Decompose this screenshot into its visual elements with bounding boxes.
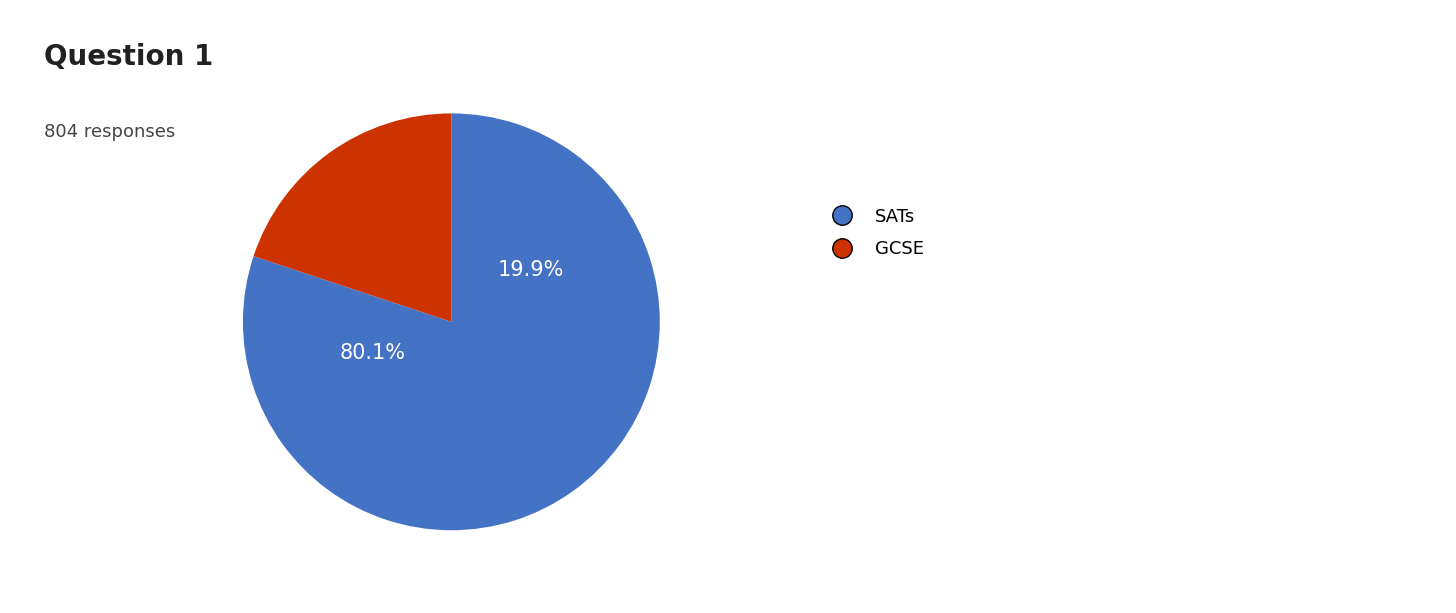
Text: 19.9%: 19.9% [498, 260, 563, 280]
Text: Question 1: Question 1 [44, 43, 213, 71]
Text: 80.1%: 80.1% [339, 343, 405, 363]
Wedge shape [243, 113, 660, 530]
Text: 804 responses: 804 responses [44, 123, 175, 140]
Wedge shape [253, 113, 451, 322]
Legend: SATs, GCSE: SATs, GCSE [817, 200, 930, 265]
